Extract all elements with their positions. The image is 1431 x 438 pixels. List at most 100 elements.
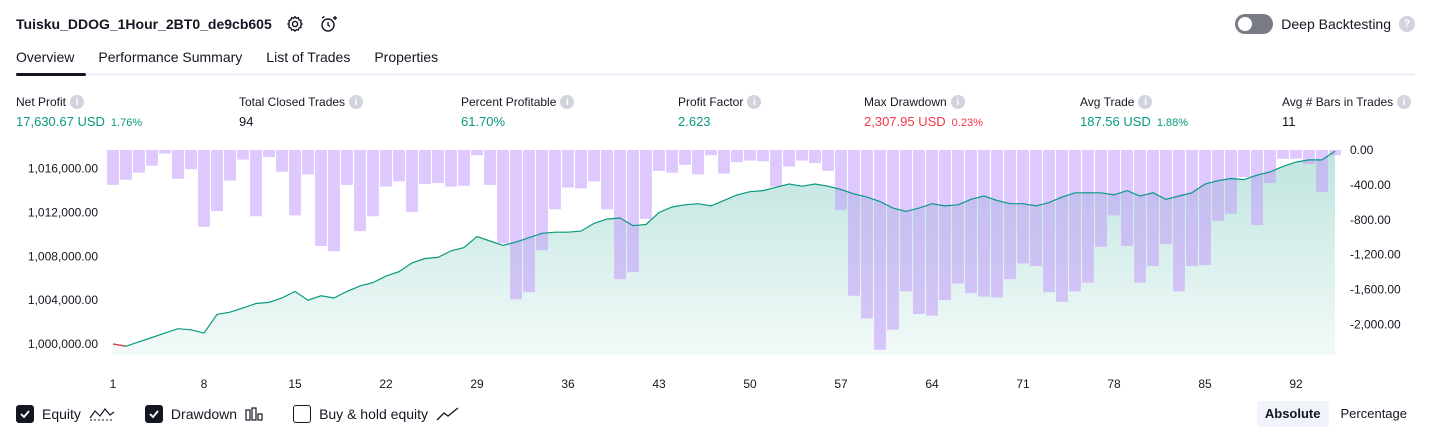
info-icon[interactable]: i (560, 95, 575, 109)
drawdown-bar[interactable] (497, 150, 509, 244)
drawdown-bar[interactable] (1134, 150, 1146, 283)
drawdown-bar[interactable] (991, 150, 1003, 298)
drawdown-bar[interactable] (848, 150, 860, 296)
drawdown-bar[interactable] (770, 150, 782, 187)
drawdown-bar[interactable] (1108, 150, 1120, 216)
legend-equity[interactable]: Equity (16, 405, 115, 423)
drawdown-bar[interactable] (926, 150, 938, 316)
gear-icon[interactable] (284, 13, 306, 35)
drawdown-bar[interactable] (666, 150, 678, 173)
drawdown-bar[interactable] (445, 150, 457, 187)
drawdown-bar[interactable] (1238, 150, 1250, 177)
drawdown-bar[interactable] (354, 150, 366, 232)
drawdown-bar[interactable] (731, 150, 743, 163)
drawdown-bar[interactable] (1316, 150, 1328, 192)
drawdown-bar[interactable] (1264, 150, 1276, 184)
drawdown-bar[interactable] (549, 150, 561, 210)
tab-performance-summary[interactable]: Performance Summary (98, 49, 243, 65)
drawdown-bar[interactable] (1121, 150, 1133, 246)
info-icon[interactable]: i (70, 95, 85, 109)
drawdown-bar[interactable] (523, 150, 535, 293)
drawdown-bar[interactable] (1199, 150, 1211, 266)
drawdown-bar[interactable] (224, 150, 236, 181)
drawdown-bar[interactable] (107, 150, 119, 185)
drawdown-bar[interactable] (900, 150, 912, 292)
drawdown-bar[interactable] (406, 150, 418, 212)
help-icon[interactable]: ? (1399, 16, 1415, 32)
drawdown-bar[interactable] (315, 150, 327, 246)
drawdown-bar[interactable] (471, 150, 483, 156)
drawdown-bar[interactable] (510, 150, 522, 300)
drawdown-bar[interactable] (705, 150, 717, 156)
drawdown-bar[interactable] (562, 150, 574, 188)
drawdown-bar[interactable] (198, 150, 210, 227)
drawdown-bar[interactable] (913, 150, 925, 314)
info-icon[interactable]: i (1397, 95, 1412, 109)
drawdown-bar[interactable] (484, 150, 496, 185)
drawdown-bar[interactable] (1056, 150, 1068, 302)
drawdown-bar[interactable] (887, 150, 899, 330)
drawdown-bar[interactable] (1030, 150, 1042, 266)
drawdown-bar[interactable] (718, 150, 730, 174)
drawdown-bar[interactable] (250, 150, 262, 217)
drawdown-bar[interactable] (835, 150, 847, 211)
drawdown-bar[interactable] (796, 150, 808, 161)
drawdown-bar[interactable] (627, 150, 639, 273)
deep-backtesting-toggle[interactable] (1235, 14, 1274, 34)
drawdown-bar[interactable] (1043, 150, 1055, 293)
drawdown-bar[interactable] (1212, 150, 1224, 221)
info-icon[interactable]: i (349, 95, 364, 109)
drawdown-bar[interactable] (1329, 150, 1341, 156)
drawdown-bar[interactable] (614, 150, 626, 280)
drawdown-bar[interactable] (172, 150, 184, 179)
drawdown-bar[interactable] (640, 150, 652, 219)
drawdown-bar[interactable] (185, 150, 197, 170)
drawdown-bar[interactable] (1160, 150, 1172, 245)
drawdown-bar[interactable] (393, 150, 405, 182)
drawdown-bar[interactable] (1290, 150, 1302, 159)
drawdown-bar[interactable] (237, 150, 249, 160)
drawdown-bar[interactable] (328, 150, 340, 252)
drawdown-bar[interactable] (133, 150, 145, 173)
drawdown-bar[interactable] (120, 150, 132, 180)
info-icon[interactable]: i (747, 95, 762, 109)
info-icon[interactable]: i (1138, 95, 1153, 109)
drawdown-bar[interactable] (692, 150, 704, 175)
drawdown-bar[interactable] (1095, 150, 1107, 247)
tab-list-of-trades[interactable]: List of Trades (266, 49, 351, 65)
info-icon[interactable]: i (950, 95, 965, 109)
drawdown-bar[interactable] (939, 150, 951, 300)
drawdown-bar[interactable] (757, 150, 769, 162)
drawdown-bar[interactable] (978, 150, 990, 297)
drawdown-bar[interactable] (159, 150, 171, 154)
drawdown-bar[interactable] (536, 150, 548, 251)
drawdown-checkbox[interactable] (144, 405, 163, 423)
drawdown-bar[interactable] (263, 150, 275, 157)
drawdown-bar[interactable] (1069, 150, 1081, 292)
add-alert-icon[interactable] (318, 13, 340, 35)
drawdown-bar[interactable] (1082, 150, 1094, 283)
percentage-button[interactable]: Percentage (1340, 406, 1408, 421)
drawdown-bar[interactable] (341, 150, 353, 185)
drawdown-bar[interactable] (302, 150, 314, 175)
equity-checkbox[interactable] (16, 405, 34, 423)
drawdown-bar[interactable] (1004, 150, 1016, 280)
legend-drawdown[interactable]: Drawdown (144, 405, 263, 423)
drawdown-bar[interactable] (822, 150, 834, 171)
tab-overview[interactable]: Overview (16, 46, 87, 76)
absolute-button[interactable]: Absolute (1256, 401, 1329, 427)
drawdown-bar[interactable] (1251, 150, 1263, 225)
drawdown-bar[interactable] (588, 150, 600, 182)
drawdown-bar[interactable] (419, 150, 431, 184)
drawdown-bar[interactable] (1173, 150, 1185, 292)
drawdown-bar[interactable] (783, 150, 795, 167)
drawdown-bar[interactable] (367, 150, 379, 217)
drawdown-bar[interactable] (952, 150, 964, 284)
drawdown-bar[interactable] (1186, 150, 1198, 266)
drawdown-bar[interactable] (146, 150, 158, 166)
drawdown-bar[interactable] (809, 150, 821, 164)
drawdown-bar[interactable] (289, 150, 301, 216)
equity-drawdown-chart[interactable]: 1,016,000.00 1,012,000.00 1,008,000.00 1,00… (0, 138, 1431, 394)
drawdown-bar[interactable] (653, 150, 665, 171)
drawdown-bar[interactable] (744, 150, 756, 161)
